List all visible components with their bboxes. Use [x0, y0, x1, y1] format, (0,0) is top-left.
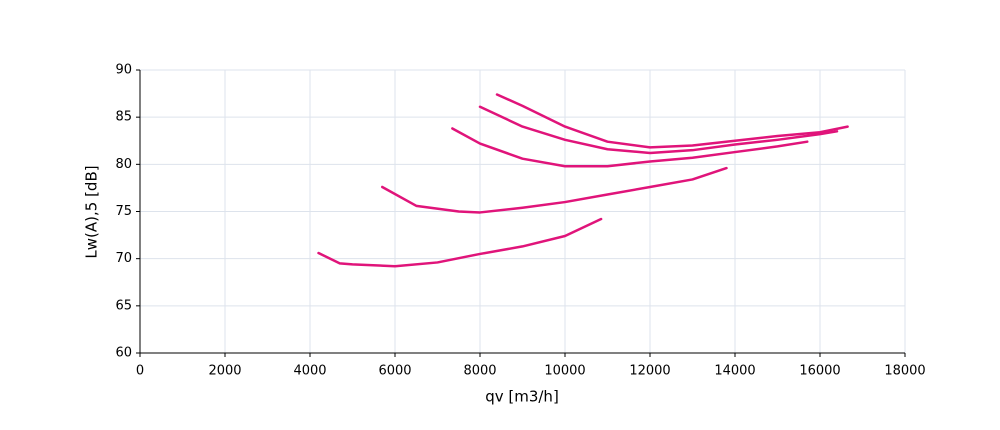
curve [381, 166, 728, 214]
x-tick-label: 4000 [293, 364, 326, 379]
x-axis-label: qv [m3/h] [485, 388, 559, 406]
y-tick-label: 60 [115, 346, 132, 361]
x-tick-label: 16000 [799, 364, 840, 379]
y-tick-label: 65 [115, 298, 132, 313]
x-tick-label: 8000 [463, 364, 496, 379]
y-tick-label: 80 [115, 157, 132, 172]
x-tick-label: 6000 [378, 364, 411, 379]
curve [478, 105, 839, 155]
x-tick-label: 2000 [208, 364, 241, 379]
y-tick-label: 75 [115, 204, 132, 219]
curve [451, 127, 809, 168]
y-axis-label: Lw(A),5 [dB] [83, 165, 101, 258]
y-tick-label: 85 [115, 110, 132, 125]
curve [317, 217, 603, 268]
x-tick-label: 0 [136, 364, 144, 379]
y-tick-label: 70 [115, 251, 132, 266]
x-tick-label: 14000 [714, 364, 755, 379]
x-tick-label: 12000 [629, 364, 670, 379]
x-tick-label: 18000 [884, 364, 925, 379]
x-tick-label: 10000 [544, 364, 585, 379]
y-tick-label: 90 [115, 63, 132, 78]
curve [495, 93, 849, 149]
